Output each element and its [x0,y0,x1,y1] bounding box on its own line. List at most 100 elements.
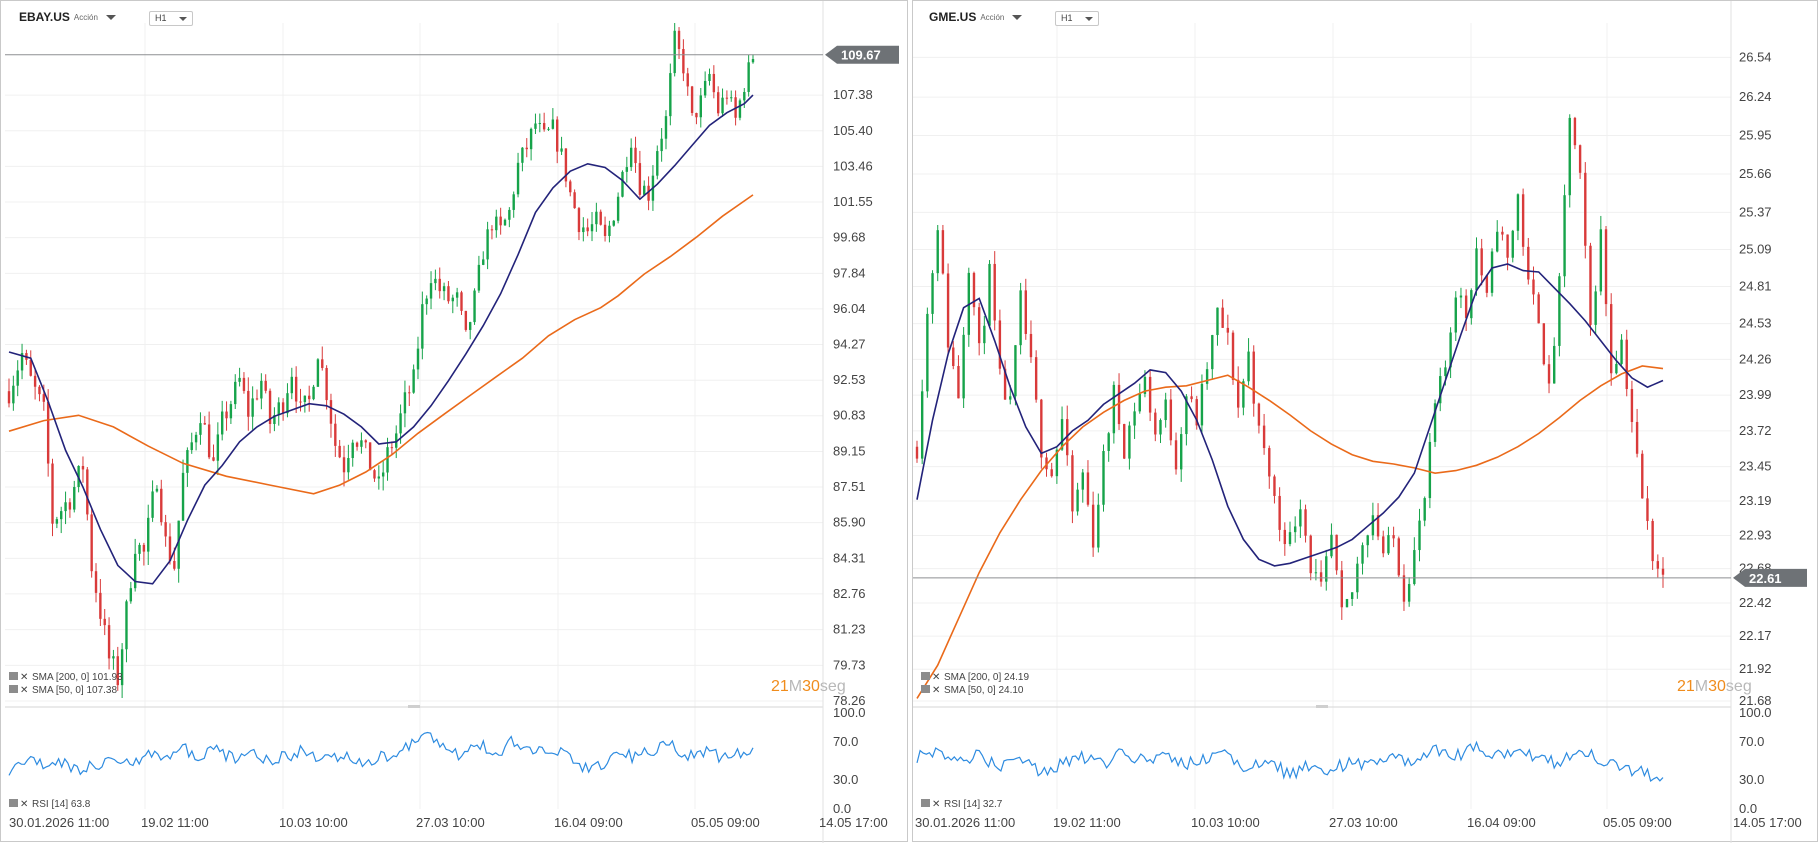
candle-body [926,313,929,392]
candle [1641,450,1644,499]
candle-body [1423,498,1426,521]
sma200-line [8,194,754,495]
candle-body [1382,536,1385,554]
candle-body [1226,327,1230,333]
candle-body [1599,229,1603,292]
candle-body [673,30,676,74]
candle [538,113,542,133]
candle [1656,554,1660,578]
candle [234,374,237,410]
candle-body [738,100,742,118]
candle-body [1133,411,1136,426]
symbol-header[interactable]: GME.US Acción [929,10,1023,24]
price-tick-label: 101.55 [833,194,873,209]
candle-body [983,325,986,344]
candle [1262,413,1266,455]
candle-body [1604,229,1608,305]
candle-body [1578,145,1582,173]
candle [386,437,389,481]
candle [1273,474,1276,504]
rsi-tick-label: 100.0 [1739,705,1772,720]
timeframe-select[interactable]: H1 [1055,11,1099,26]
candle-body [290,376,294,394]
candle-body [690,86,694,113]
price-tick-label: 87.51 [833,479,866,494]
candle-body [308,395,311,400]
candle-body [1123,424,1126,459]
rsi-legend: ✕ RSI [14] 63.8 [9,799,91,810]
candle-body [1464,295,1468,319]
candle [1630,380,1634,433]
price-tick-label: 96.04 [833,301,866,316]
candle-body [464,310,468,330]
candle-body [68,502,72,510]
candle-body [1589,245,1592,325]
candle [499,207,502,235]
price-tick-label: 23.45 [1739,459,1772,474]
candle [1464,289,1468,331]
candle-body [155,488,159,492]
timer-part: 21 [1677,678,1695,695]
price-tick-label: 24.26 [1739,351,1772,366]
candle [529,127,533,161]
asset-type: Acción [980,12,1005,22]
symbol-dropdown-icon[interactable] [1012,14,1023,20]
candle-body [203,423,206,425]
candle-body [1661,568,1665,575]
symbol-dropdown-icon[interactable] [105,14,116,20]
candle-body [638,163,642,195]
candle [73,480,76,513]
timer-part: M [789,678,802,695]
candle [738,98,742,121]
symbol-header[interactable]: EBAY.US Acción [19,10,116,24]
candle [403,380,407,428]
candle [1521,188,1525,256]
candle [1236,366,1240,418]
time-axis: 30.01.2026 11:00 19.02 11:00 10.03 10:00 27… [9,815,888,830]
candle-body [160,488,163,523]
candle [1589,242,1592,336]
price-tick-label: 25.66 [1739,166,1772,181]
candle-body [751,59,755,63]
chart-panel-ebay[interactable]: 107.38 105.40 103.46 101.55 99.68 97.84 96.04 9… [0,0,909,843]
candle-body [988,263,991,326]
gme-chart-svg[interactable]: 26.54 26.24 25.95 25.66 25.37 25.09 24.81 24.53… [913,1,1818,843]
candle-body [920,391,924,459]
chart-panel-gme[interactable]: 26.54 26.24 25.95 25.66 25.37 25.09 24.81 24.53… [912,0,1818,843]
indicator-settings-icon [921,799,930,807]
candle-body [473,290,476,323]
candle-body [177,520,180,569]
candle-body [434,278,437,284]
timeframe-select[interactable]: H1 [149,11,193,26]
candle-body [551,119,555,129]
candle-body [312,386,315,400]
candle [421,291,424,360]
close-icon: ✕ [20,685,28,696]
candle-body [508,209,511,220]
indicator-legend: ✕ SMA [200, 0] 24.19 ✕ SMA [50, 0] 24.10 [921,672,1029,696]
candle-body [234,381,237,405]
candle [920,379,924,465]
candle-body [972,272,976,308]
candle-body [403,392,407,414]
candle [1345,598,1349,608]
bar-countdown-timer: 21M30seg [1677,678,1752,695]
candle [33,369,37,400]
candle-body [147,517,150,552]
candle [643,180,646,196]
candle [560,136,563,156]
candle-body [1584,172,1587,246]
candle-body [438,278,441,292]
candle [1646,486,1649,530]
candle-body [142,544,146,552]
candle-body [390,447,394,449]
ebay-chart-svg[interactable]: 107.38 105.40 103.46 101.55 99.68 97.84 96.04 9… [1,1,909,843]
candle-body [1024,290,1027,334]
candle-body [277,402,280,416]
candle-body [1553,345,1556,384]
candle-body [521,147,524,163]
candle [1226,314,1230,345]
candle-body [1641,453,1644,499]
chevron-down-icon [179,17,187,21]
candle [16,360,19,397]
